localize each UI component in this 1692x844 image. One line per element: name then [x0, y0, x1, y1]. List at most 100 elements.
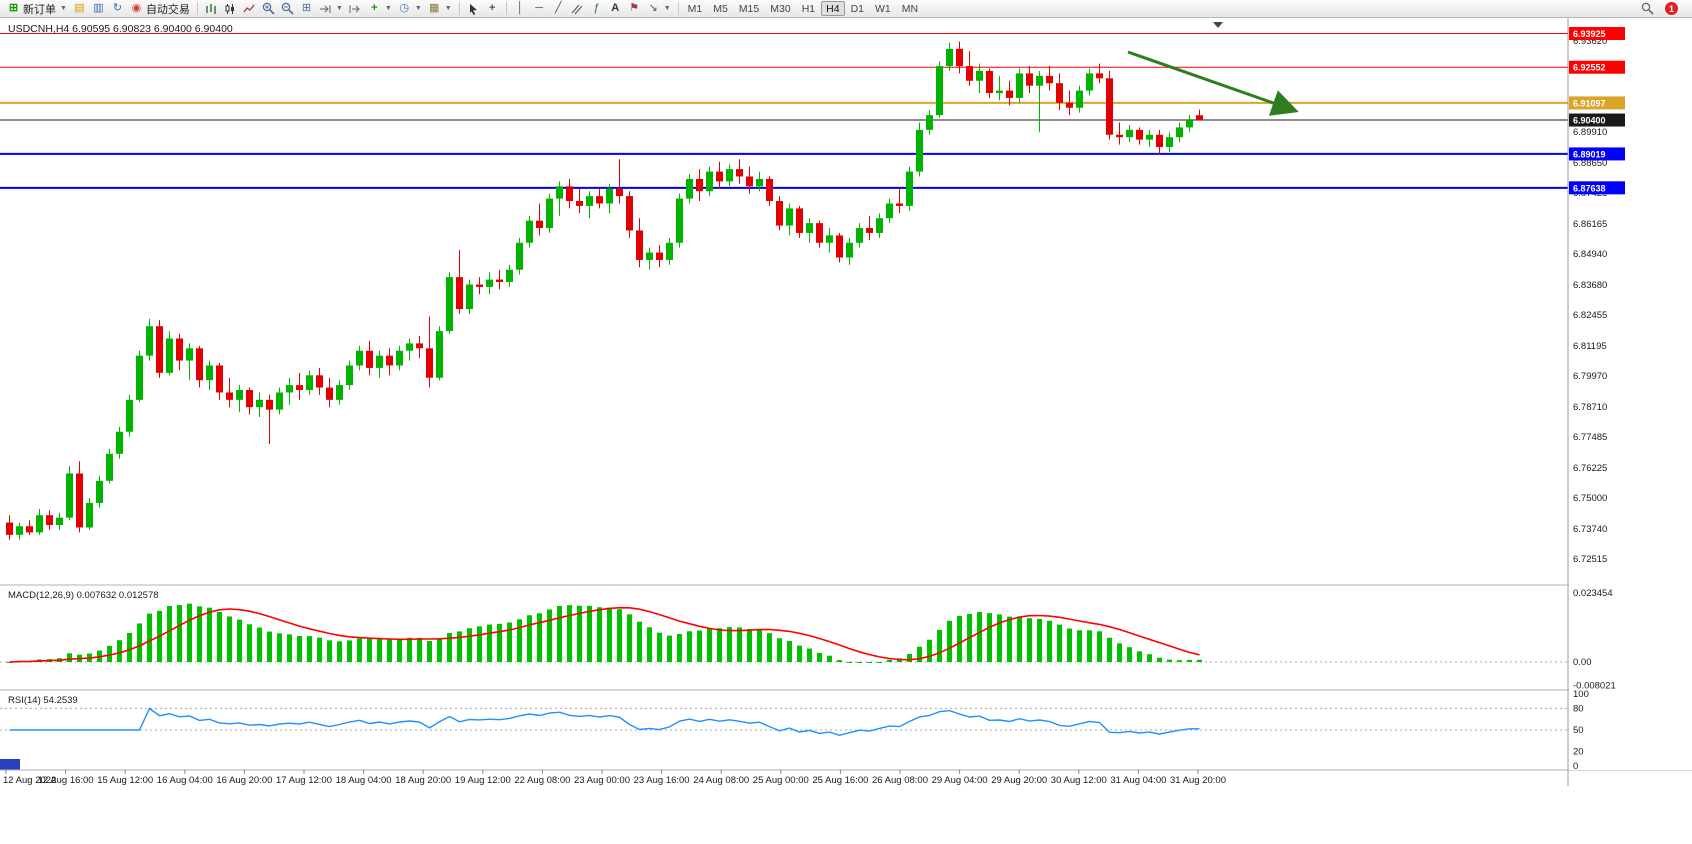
macd-histogram-bar	[277, 633, 282, 662]
text-button[interactable]: A	[606, 1, 625, 17]
zoom-in-button[interactable]	[259, 1, 278, 17]
candle-body	[796, 208, 803, 233]
refresh-button[interactable]: ↻	[108, 1, 127, 17]
macd-histogram-bar	[487, 624, 492, 662]
toolbar-separator	[196, 2, 198, 15]
candle-body	[886, 203, 893, 219]
macd-histogram-bar	[597, 607, 602, 662]
new-order-button[interactable]: ⊞ 新订单 ▼	[4, 1, 70, 17]
macd-histogram-bar	[167, 606, 172, 662]
candle-body	[46, 515, 53, 526]
candle-body	[1056, 83, 1063, 103]
zoom-out-icon	[281, 2, 294, 15]
candle-body	[876, 218, 883, 233]
candle-body	[686, 178, 693, 199]
macd-histogram-bar	[917, 646, 922, 662]
rsi-corner-marker	[0, 759, 20, 770]
candle-body	[356, 350, 363, 366]
macd-histogram-bar	[697, 630, 702, 662]
candle-body	[526, 220, 533, 243]
macd-histogram-bar	[477, 626, 482, 662]
rsi-axis-tick: 0	[1573, 761, 1578, 772]
macd-histogram-bar	[407, 637, 412, 662]
zoom-out-button[interactable]	[278, 1, 297, 17]
macd-histogram-bar	[807, 648, 812, 662]
macd-histogram-bar	[147, 613, 152, 662]
chart-background[interactable]	[0, 18, 1692, 844]
auto-scroll-button[interactable]: ▼	[316, 1, 346, 17]
time-label: 29 Aug 20:00	[991, 775, 1047, 786]
periods-button[interactable]: ◷ ▼	[395, 1, 425, 17]
crosshair-button[interactable]: +	[483, 1, 502, 17]
price-tick: 6.79970	[1573, 371, 1607, 382]
market-watch-icon: ▥	[93, 2, 104, 14]
timeframe-button-mn[interactable]: MN	[897, 1, 923, 16]
label-button[interactable]: ⚑	[625, 1, 644, 17]
grid-button[interactable]: ⊞	[297, 1, 316, 17]
timeframe-button-m1[interactable]: M1	[683, 1, 708, 16]
macd-axis-tick: -0.008021	[1573, 681, 1616, 692]
market-watch-button[interactable]: ▥	[89, 1, 108, 17]
timeframe-button-m15[interactable]: M15	[734, 1, 764, 16]
new-chart-button[interactable]: ▤	[70, 1, 89, 17]
macd-histogram-bar	[857, 662, 862, 663]
candle-body	[576, 201, 583, 206]
candle-body	[266, 399, 273, 410]
time-label: 23 Aug 16:00	[634, 775, 690, 786]
flag-icon: ⚑	[629, 2, 640, 14]
chart-canvas[interactable]: USDCNH,H4 6.90595 6.90823 6.90400 6.9040…	[0, 18, 1692, 844]
candle-body	[966, 66, 973, 81]
arrows-button[interactable]: ↘ ▼	[644, 1, 674, 17]
candlestick-chart-button[interactable]	[221, 1, 240, 17]
chart-shift-button[interactable]	[346, 1, 365, 17]
candle-body	[156, 326, 163, 373]
macd-histogram-bar	[427, 640, 432, 662]
candle-body	[1026, 73, 1033, 86]
macd-histogram-bar	[1027, 618, 1032, 662]
templates-button[interactable]: ▦ ▼	[425, 1, 455, 17]
macd-histogram-bar	[707, 628, 712, 662]
timeframe-button-m30[interactable]: M30	[765, 1, 795, 16]
line-chart-button[interactable]	[240, 1, 259, 17]
search-button[interactable]	[1638, 1, 1657, 17]
cursor-button[interactable]	[464, 1, 483, 17]
candle-body	[106, 453, 113, 481]
price-badge-6.87638	[1569, 181, 1625, 195]
macd-histogram-bar	[367, 638, 372, 662]
chart-shift-marker[interactable]	[1213, 22, 1223, 28]
price-badge-text: 6.89019	[1573, 149, 1606, 159]
timeframe-button-h4[interactable]: H4	[821, 1, 845, 16]
price-axis[interactable]	[1569, 18, 1692, 770]
candle-body	[716, 171, 723, 182]
trend-arrow-annotation[interactable]	[1127, 50, 1299, 116]
timeframe-button-m5[interactable]: M5	[708, 1, 733, 16]
horizontal-line-button[interactable]: ─	[530, 1, 549, 17]
trendline-button[interactable]: ╱	[549, 1, 568, 17]
macd-histogram-bar	[587, 605, 592, 662]
macd-histogram-bar	[617, 609, 622, 662]
macd-histogram-bar	[207, 607, 212, 662]
candle-body	[76, 473, 83, 528]
macd-histogram-bar	[797, 645, 802, 662]
vertical-line-button[interactable]: │	[511, 1, 530, 17]
indicators-button[interactable]: + ▼	[365, 1, 395, 17]
notification-badge[interactable]: 1	[1665, 2, 1678, 15]
macd-histogram-bar	[867, 662, 872, 663]
price-badge-6.92552	[1569, 60, 1625, 74]
timeframe-button-w1[interactable]: W1	[870, 1, 896, 16]
timeframe-button-d1[interactable]: D1	[846, 1, 869, 16]
macd-histogram-bar	[937, 629, 942, 662]
channel-button[interactable]	[568, 1, 587, 17]
fibonacci-button[interactable]: ƒ	[587, 1, 606, 17]
bar-chart-button[interactable]	[202, 1, 221, 17]
macd-histogram-bar	[177, 604, 182, 662]
macd-histogram-bar	[527, 615, 532, 662]
time-axis[interactable]	[0, 770, 1692, 844]
candle-body	[1126, 129, 1133, 138]
auto-trading-button[interactable]: ◉ 自动交易	[127, 1, 193, 17]
macd-histogram-bar	[777, 638, 782, 662]
candle-body	[836, 235, 843, 258]
timeframe-button-h1[interactable]: H1	[797, 1, 820, 16]
macd-histogram-bar	[627, 614, 632, 662]
macd-histogram-bar	[957, 615, 962, 662]
